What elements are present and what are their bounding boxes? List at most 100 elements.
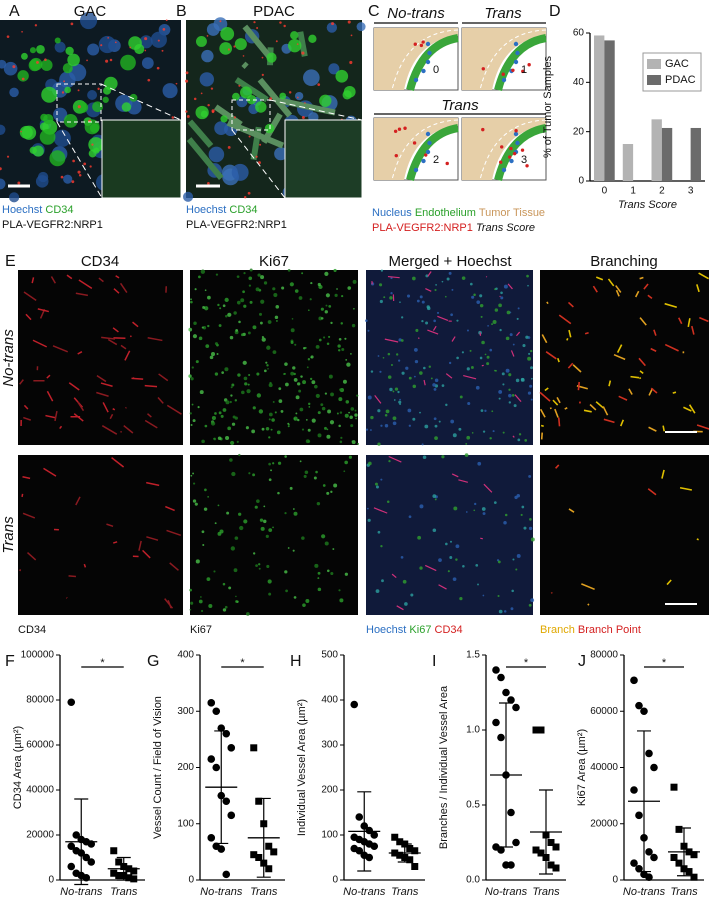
sd-bar — [499, 702, 513, 848]
texture — [220, 115, 228, 123]
y-tick-label: 60000 — [26, 740, 54, 751]
texture — [105, 59, 109, 63]
y-axis-label: CD34 Area (µm²) — [12, 726, 24, 809]
texture — [299, 407, 304, 412]
texture — [349, 60, 353, 65]
texture — [235, 329, 239, 332]
row-label: No-trans — [0, 329, 17, 387]
texture — [322, 484, 326, 487]
texture — [308, 402, 311, 406]
zoom-line — [269, 99, 363, 121]
texture — [211, 110, 215, 114]
texture — [238, 453, 241, 457]
texture — [147, 78, 151, 82]
texture — [208, 604, 213, 609]
texture — [6, 35, 10, 38]
texture — [481, 340, 485, 345]
texture — [349, 415, 353, 419]
texture — [699, 316, 709, 323]
texture — [263, 281, 268, 285]
texture — [292, 549, 295, 552]
texture — [301, 116, 305, 119]
texture — [459, 596, 463, 601]
texture — [482, 594, 485, 597]
texture — [347, 286, 352, 290]
texture — [525, 335, 529, 339]
texture — [190, 298, 192, 301]
texture — [270, 428, 273, 431]
texture — [317, 433, 322, 438]
pla-dot — [397, 127, 402, 131]
texture — [539, 391, 551, 402]
texture — [202, 543, 205, 547]
texture — [445, 403, 448, 407]
point — [645, 873, 653, 881]
texture — [63, 113, 78, 128]
nucleus — [425, 41, 431, 47]
texture — [451, 288, 454, 291]
texture — [568, 508, 575, 513]
texture — [508, 393, 512, 398]
texture — [0, 178, 6, 190]
texture — [260, 526, 265, 531]
texture — [413, 347, 418, 352]
texture — [650, 347, 657, 352]
texture — [639, 276, 644, 280]
texture — [314, 384, 318, 389]
texture — [391, 573, 397, 579]
texture — [77, 401, 85, 412]
legend-text: Hoechst — [186, 204, 226, 216]
texture — [185, 110, 188, 113]
texture — [352, 279, 357, 284]
zoom-line — [100, 83, 182, 121]
texture — [239, 525, 244, 531]
texture — [78, 279, 93, 290]
texture — [330, 392, 334, 397]
caption: Ki67 — [190, 624, 212, 636]
point — [255, 797, 263, 805]
point — [690, 851, 698, 859]
x-tick-label: No-trans — [200, 886, 243, 898]
texture — [144, 49, 147, 52]
texture — [77, 101, 89, 113]
texture — [343, 470, 346, 473]
texture — [324, 541, 329, 546]
texture — [221, 371, 224, 374]
x-tick-label: Trans — [250, 886, 278, 898]
nucleus — [513, 131, 519, 137]
texture — [97, 87, 100, 91]
texture — [324, 271, 329, 276]
texture — [382, 356, 385, 359]
texture — [471, 432, 474, 434]
texture — [379, 299, 383, 304]
panel-letter: B — [176, 3, 187, 20]
texture — [366, 507, 369, 510]
texture — [510, 350, 515, 357]
texture — [339, 388, 342, 391]
texture — [61, 91, 65, 94]
texture — [41, 86, 58, 103]
texture — [165, 505, 175, 512]
tissue — [462, 118, 546, 180]
texture — [104, 76, 118, 91]
x-tick-label: No-trans — [343, 886, 386, 898]
texture — [242, 24, 273, 60]
texture — [290, 341, 294, 344]
texture — [314, 563, 319, 568]
texture — [243, 272, 246, 275]
texture — [68, 382, 80, 391]
texture — [0, 167, 2, 171]
texture — [335, 69, 349, 83]
texture — [313, 476, 317, 480]
tissue — [462, 28, 546, 90]
texture — [425, 288, 432, 292]
texture — [275, 305, 280, 309]
bar — [651, 119, 662, 181]
zoom-line — [56, 121, 103, 199]
texture — [275, 40, 278, 43]
texture — [307, 440, 311, 443]
texture — [259, 518, 264, 522]
boundary — [391, 29, 459, 91]
sd-bar — [357, 791, 372, 872]
texture — [365, 428, 369, 431]
